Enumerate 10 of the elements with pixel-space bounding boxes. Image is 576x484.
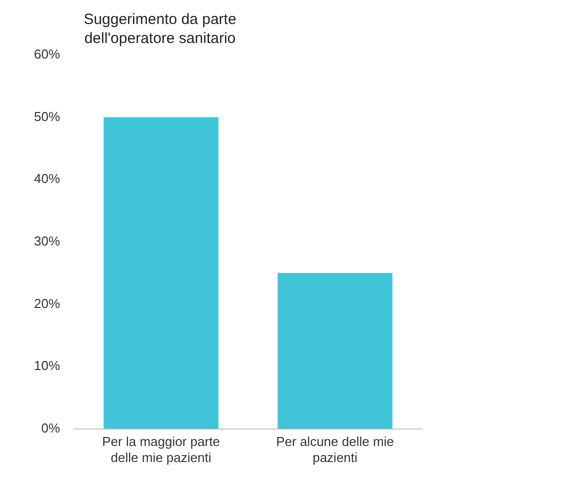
- y-tick-label: 0%: [41, 420, 60, 436]
- y-tick-label: 50%: [34, 108, 60, 124]
- x-tick-label: Per alcune delle mie pazienti: [276, 434, 394, 465]
- x-tick-label: Per la maggior parte delle mie pazienti: [102, 434, 220, 465]
- y-tick-label: 30%: [34, 233, 60, 248]
- y-tick-label: 60%: [34, 46, 60, 62]
- y-tick-label: 20%: [34, 296, 60, 311]
- y-tick-label: 40%: [34, 171, 60, 186]
- y-tick-label: 10%: [34, 358, 60, 374]
- chart-title: Suggerimento da parte dell'operatore sanitario: [82, 10, 238, 48]
